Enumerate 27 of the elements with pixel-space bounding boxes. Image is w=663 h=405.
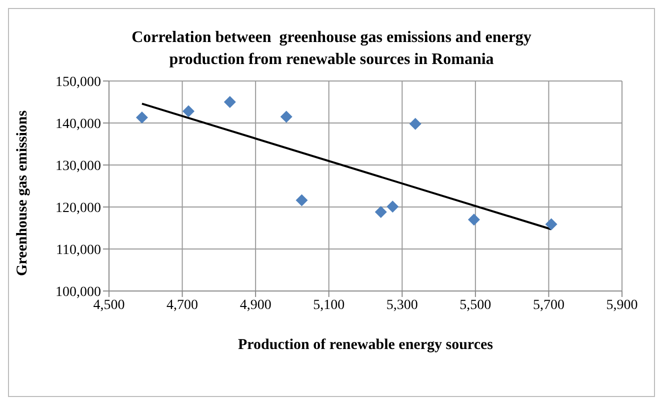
point [545,218,558,230]
y-tick-label: 110,000 [56,242,101,258]
point [468,214,480,226]
x-tick-label: 5,700 [532,298,564,313]
x-axis-title: Production of renewable energy sources [238,337,494,353]
y-axis-title: Greenhouse gas emissions [14,110,30,276]
x-tick-label: 5,500 [460,298,492,313]
y-tick-label: 150,000 [56,74,101,90]
point [182,105,195,118]
x-tick-label: 4,500 [93,298,125,313]
point [374,206,387,218]
point [224,96,236,108]
x-tick-label: 4,900 [240,298,272,313]
x-tick-label: 5,300 [386,298,418,313]
x-tick-label: 5,100 [313,298,345,313]
y-tick-label: 140,000 [56,116,101,132]
x-tick-label: 4,700 [166,298,198,313]
y-tick-label: 120,000 [56,200,101,216]
y-tick-label: 100,000 [56,284,101,300]
x-tick-label: 5,900 [606,298,638,313]
point [386,200,399,213]
y-tick-label: 130,000 [56,158,101,174]
point [409,118,422,130]
point [280,110,292,123]
chart-title: Correlation between greenhouse gas emissions and energy production from renewable sources in Romania [130,28,532,70]
point [136,112,148,124]
point [296,194,308,206]
